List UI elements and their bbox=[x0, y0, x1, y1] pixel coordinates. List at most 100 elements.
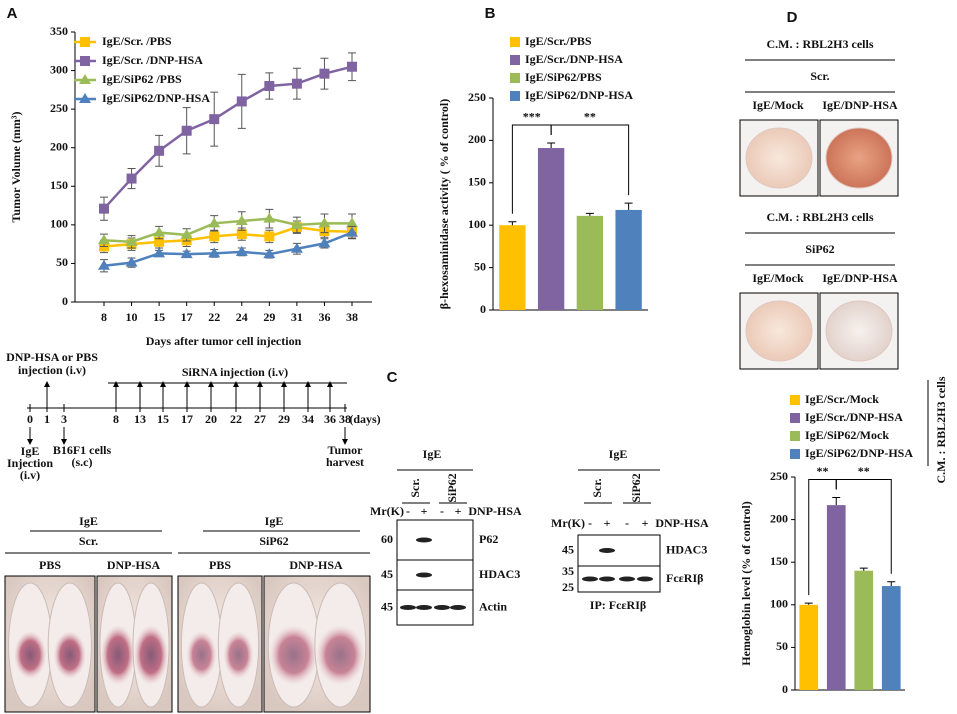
photo-column: IgE/DNP-HSA bbox=[822, 271, 898, 285]
series-line bbox=[103, 231, 353, 267]
blot-marker: 45 bbox=[381, 567, 393, 581]
blot-marker: 60 bbox=[381, 532, 393, 546]
group-label: IgE bbox=[79, 514, 98, 528]
x-tick-label: 17 bbox=[181, 310, 193, 324]
blot-band bbox=[599, 548, 615, 553]
point bbox=[318, 217, 331, 228]
panel-label: B bbox=[485, 5, 496, 22]
point bbox=[346, 226, 358, 237]
point bbox=[290, 218, 303, 229]
timeline-day: 34 bbox=[302, 412, 314, 426]
column-label: DNP-HSA bbox=[289, 558, 343, 572]
y-tick-label: 100 bbox=[770, 597, 788, 611]
y-axis-label: β-hexosaminidase activity ( % of control… bbox=[437, 99, 451, 309]
tumor bbox=[100, 625, 136, 685]
significance-bracket bbox=[550, 124, 630, 196]
significance-label: ** bbox=[817, 464, 829, 478]
series-line bbox=[103, 217, 352, 244]
timeline-day: 8 bbox=[113, 412, 119, 426]
legend-label: IgE/Scr. /PBS bbox=[102, 34, 172, 48]
legend-label: IgE/SiP62/DNP-HSA bbox=[525, 88, 633, 102]
series-line bbox=[103, 65, 353, 210]
point bbox=[98, 259, 110, 270]
bar bbox=[881, 586, 901, 690]
blot-sign: + bbox=[642, 516, 649, 530]
timeline-note: injection (i.v) bbox=[18, 363, 86, 377]
timeline-note: SiRNA injection (i.v) bbox=[182, 365, 288, 379]
bar bbox=[826, 505, 846, 690]
bar bbox=[537, 148, 565, 310]
blot-marker: 35 bbox=[562, 564, 574, 578]
group-label: Scr. bbox=[79, 534, 98, 548]
tumor bbox=[315, 625, 365, 685]
legend-swatch bbox=[790, 395, 800, 405]
timeline-day: 36 bbox=[324, 412, 336, 426]
matrigel-plug bbox=[825, 127, 893, 189]
y-tick-label: 150 bbox=[50, 178, 68, 192]
y-tick-label: 100 bbox=[468, 217, 486, 231]
error-bar bbox=[832, 496, 841, 506]
y-tick-label: 0 bbox=[480, 302, 486, 316]
legend-swatch bbox=[510, 73, 520, 83]
point bbox=[264, 231, 275, 242]
column-label: PBS bbox=[209, 558, 231, 572]
timeline-day: 20 bbox=[205, 412, 217, 426]
x-axis-label: Days after tumor cell injection bbox=[146, 334, 302, 348]
point bbox=[180, 228, 193, 239]
y-tick-label: 250 bbox=[468, 90, 486, 104]
blot-sign: + bbox=[455, 504, 462, 518]
point bbox=[236, 96, 247, 107]
tumor bbox=[269, 625, 319, 685]
point bbox=[98, 234, 110, 245]
group-label: SiP62 bbox=[259, 534, 288, 548]
x-tick-label: 31 bbox=[291, 310, 303, 324]
panel-label: A bbox=[7, 5, 18, 22]
timeline-day: 17 bbox=[181, 412, 193, 426]
point bbox=[180, 248, 193, 259]
blot-marker: 25 bbox=[562, 580, 574, 594]
timeline-day: 29 bbox=[278, 412, 290, 426]
x-tick-label: 10 bbox=[126, 310, 138, 324]
error-bar bbox=[804, 602, 813, 605]
legend-title: C.M. : RBL2H3 cells bbox=[934, 376, 948, 483]
point bbox=[153, 226, 166, 237]
blot-sign: - bbox=[406, 504, 410, 518]
panel-label: D bbox=[787, 9, 798, 26]
point bbox=[154, 236, 165, 247]
tumor bbox=[223, 631, 254, 679]
y-tick-label: 50 bbox=[474, 259, 486, 273]
legend-label: IgE/SiP62/DNP-HSA bbox=[102, 91, 210, 105]
bar bbox=[799, 604, 819, 690]
blot-treatment: DNP-HSA bbox=[468, 504, 522, 518]
timeline-day: 22 bbox=[230, 412, 242, 426]
timeline-day: 15 bbox=[157, 412, 169, 426]
point bbox=[125, 235, 138, 246]
x-tick-label: 29 bbox=[263, 310, 275, 324]
y-tick-label: 150 bbox=[468, 175, 486, 189]
timeline-note: Injection bbox=[7, 456, 53, 470]
point bbox=[235, 245, 248, 256]
blot-band bbox=[400, 605, 416, 610]
matrigel-plug bbox=[825, 300, 893, 362]
x-tick-label: 15 bbox=[153, 310, 165, 324]
legend-swatch bbox=[790, 449, 800, 459]
blot-band bbox=[416, 605, 432, 610]
photo-column: IgE/DNP-HSA bbox=[822, 98, 898, 112]
column-label: PBS bbox=[39, 558, 61, 572]
tumor bbox=[53, 631, 86, 679]
point bbox=[236, 229, 247, 240]
bar bbox=[499, 225, 526, 310]
legend-label: IgE/SiP62/DNP-HSA bbox=[805, 446, 913, 460]
y-tick-label: 150 bbox=[770, 554, 788, 568]
y-axis-label: Tumor Volume (mm³) bbox=[9, 112, 23, 223]
blot-header: IgE bbox=[609, 447, 628, 461]
blot-label: Actin bbox=[479, 599, 507, 613]
point bbox=[264, 81, 275, 91]
timeline-note: DNP-HSA or PBS bbox=[6, 350, 98, 364]
timeline-day: 13 bbox=[134, 412, 146, 426]
blot-box bbox=[396, 559, 474, 591]
blot-box bbox=[396, 519, 474, 561]
blot-group: SiP62 bbox=[445, 473, 459, 502]
blot-band bbox=[599, 576, 615, 582]
